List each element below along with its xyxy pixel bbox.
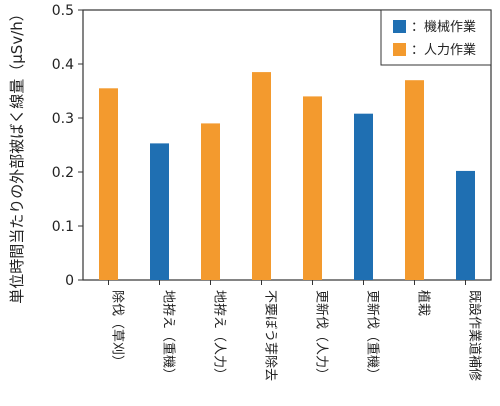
category-label: 不要ぼう芽除去 <box>263 290 278 381</box>
legend-swatch <box>393 43 406 56</box>
y-tick-label: 0.4 <box>52 57 74 73</box>
legend-label: ：人力作業 <box>411 42 476 58</box>
bar <box>150 143 169 280</box>
category-label: 更新伐（重機） <box>365 290 381 381</box>
bar <box>99 88 118 280</box>
category-label: 既設作業道補修 <box>467 290 483 381</box>
legend-label: ：機械作業 <box>411 19 476 35</box>
y-tick-label: 0.2 <box>52 165 74 181</box>
y-axis-label: 単位時間当たりの外部被ばく線量（μSv/h） <box>8 6 26 304</box>
y-tick-label: 0 <box>65 273 74 289</box>
y-tick-label: 0.1 <box>52 219 74 235</box>
bar <box>456 170 475 280</box>
bar <box>303 96 322 281</box>
category-label: 除伐（草刈） <box>110 290 125 368</box>
category-label: 植栽 <box>416 290 432 316</box>
y-tick-label: 0.3 <box>52 111 74 127</box>
bar <box>252 72 271 280</box>
plot-frame <box>82 9 492 281</box>
bar <box>201 123 220 281</box>
legend-swatch <box>393 20 406 33</box>
bar <box>354 113 373 281</box>
y-tick-label: 0.5 <box>52 3 74 19</box>
category-label: 更新伐（人力） <box>314 290 330 381</box>
category-label: 地拵え（人力） <box>212 290 227 381</box>
category-label: 地拵え（重機） <box>161 290 177 381</box>
bar <box>405 80 424 280</box>
